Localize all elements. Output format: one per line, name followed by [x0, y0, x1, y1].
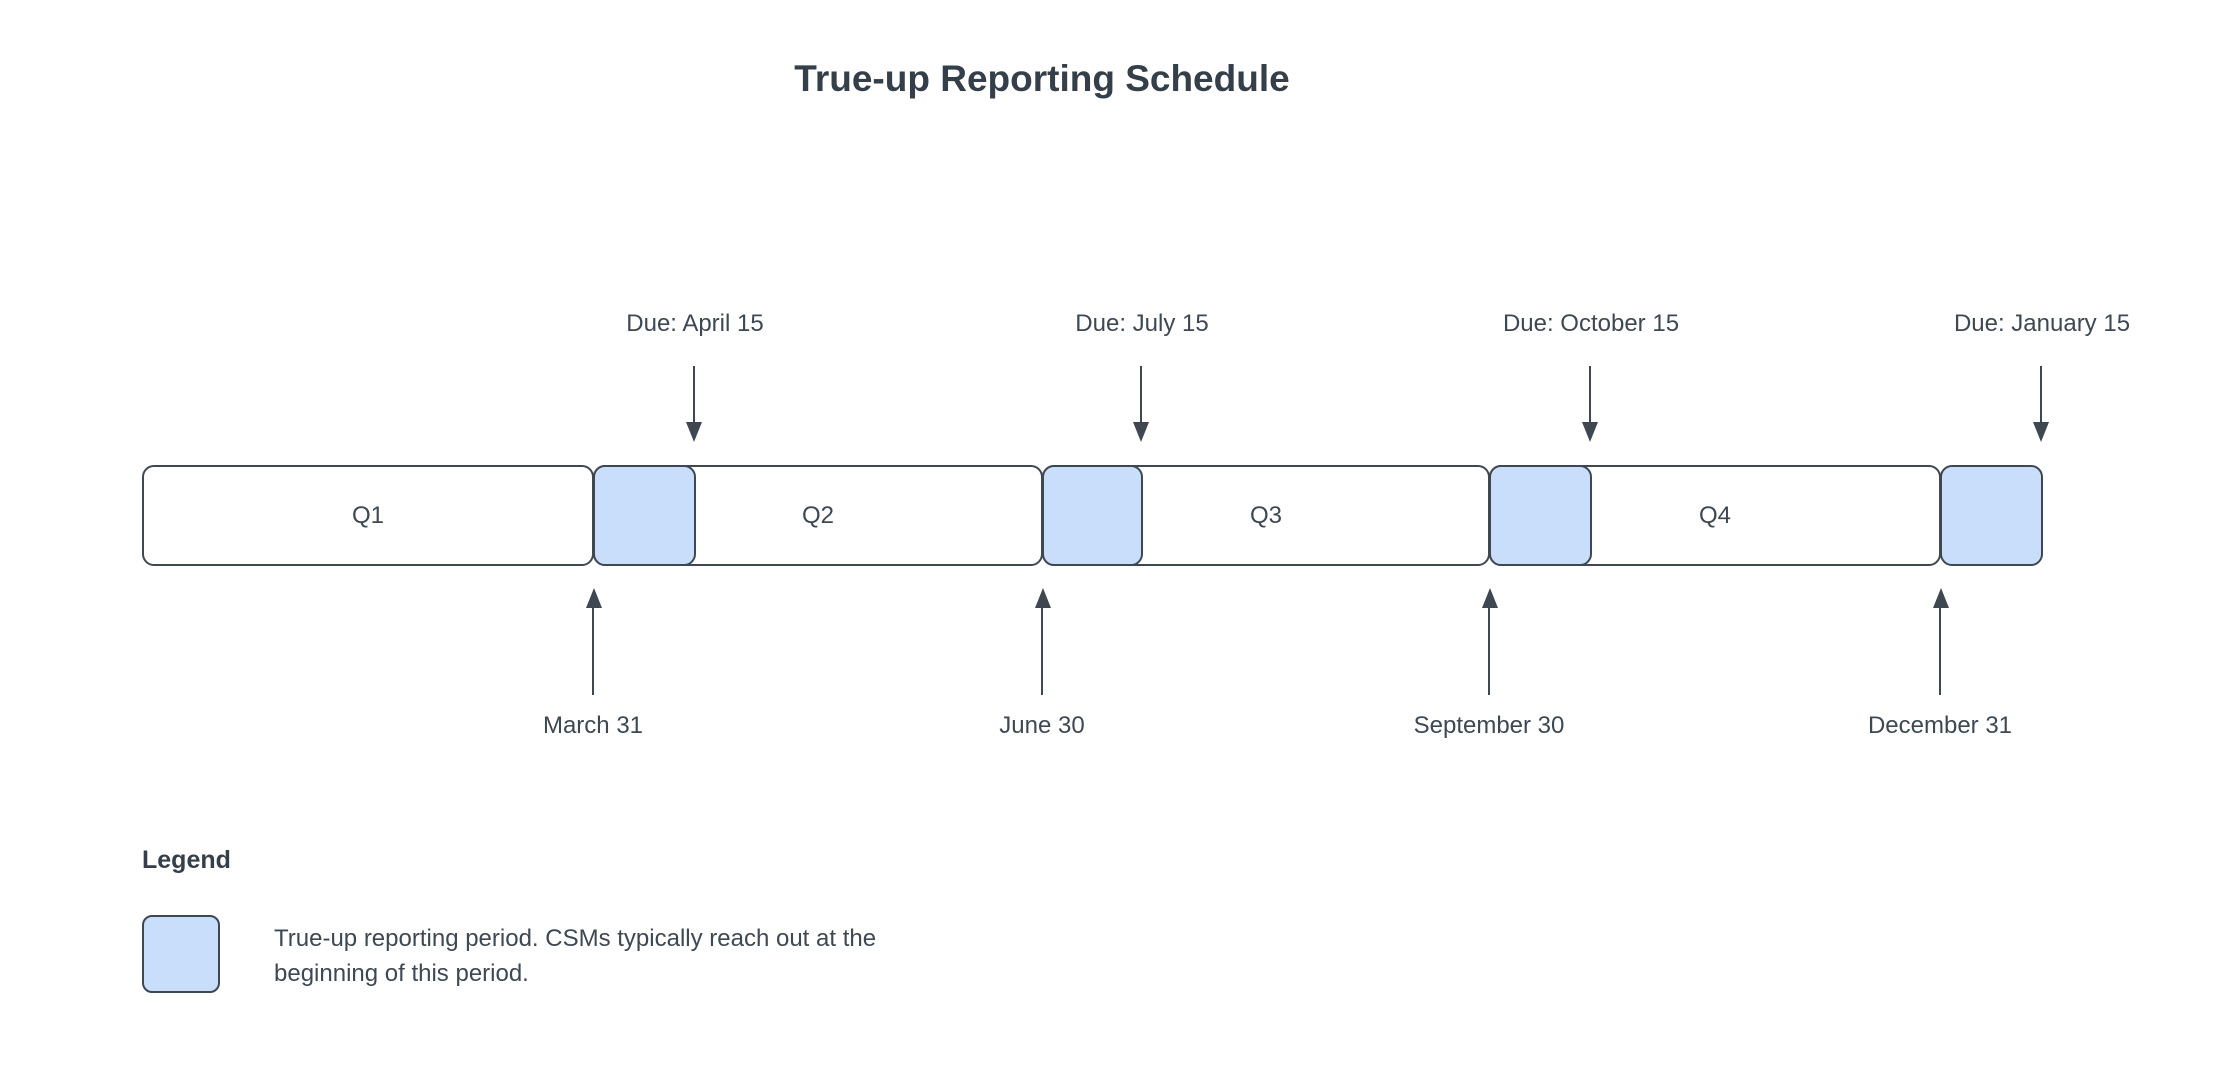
arrow-down-icon [686, 422, 702, 442]
quarter-label: Q3 [1249, 501, 1282, 529]
arrow-down-icon [1589, 366, 1591, 422]
arrow-down-icon [1140, 366, 1142, 422]
quarter-segment-q1: Q1 [142, 465, 594, 566]
arrow-down-icon [2033, 422, 2049, 442]
due-date-label-q3: Due: October 15 [1502, 310, 1680, 337]
legend-heading: Legend [142, 846, 231, 874]
legend-swatch-true-up-period [142, 915, 220, 993]
arrow-down-icon [2040, 366, 2042, 422]
quarter-end-date-label-q2: June 30 [999, 712, 1085, 739]
arrow-down-icon [1133, 422, 1149, 442]
due-date-label-q4: Due: January 15 [1953, 310, 2131, 337]
arrow-down-icon [693, 366, 695, 422]
diagram-title: True-up Reporting Schedule [794, 58, 1290, 99]
quarter-end-date-label-q3: September 30 [1413, 712, 1565, 739]
quarter-label: Q4 [1698, 501, 1731, 529]
arrow-up-icon [1482, 588, 1498, 608]
true-up-period-box-4 [1940, 465, 2043, 566]
quarter-label: Q1 [351, 501, 384, 529]
true-up-period-box-1 [593, 465, 696, 566]
true-up-period-box-2 [1042, 465, 1143, 566]
arrow-up-icon [1488, 607, 1490, 695]
arrow-up-icon [1933, 588, 1949, 608]
true-up-period-box-3 [1489, 465, 1592, 566]
due-date-label-q1: Due: April 15 [626, 310, 764, 337]
arrow-up-icon [1939, 607, 1941, 695]
quarter-end-date-label-q4: December 31 [1867, 712, 2013, 739]
due-date-label-q2: Due: July 15 [1075, 310, 1209, 337]
arrow-up-icon [586, 588, 602, 608]
arrow-up-icon [1041, 607, 1043, 695]
quarter-end-date-label-q1: March 31 [542, 712, 644, 739]
legend-description: True-up reporting period. CSMs typically… [274, 925, 877, 987]
arrow-up-icon [592, 607, 594, 695]
arrow-down-icon [1582, 422, 1598, 442]
quarter-label: Q2 [801, 501, 834, 529]
arrow-up-icon [1035, 588, 1051, 608]
